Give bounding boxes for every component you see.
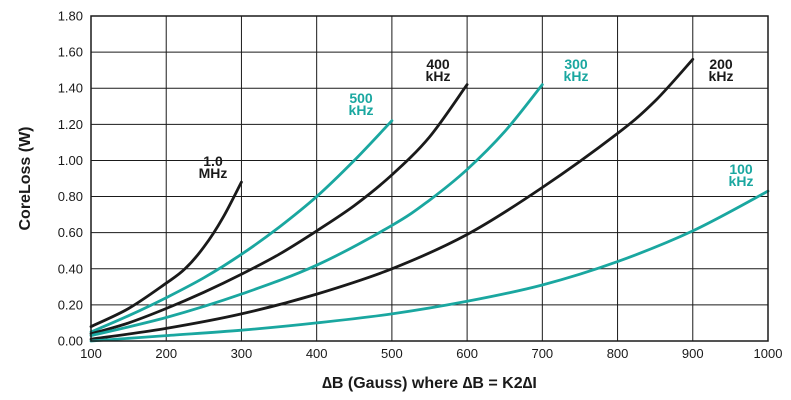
curve-label: kHz xyxy=(729,173,754,189)
curve-label: kHz xyxy=(349,102,374,118)
x-axis-title: ∆B (Gauss) where ∆B = K2∆I xyxy=(322,375,537,392)
y-tick-label: 0.60 xyxy=(58,225,83,240)
x-tick-label: 400 xyxy=(306,346,328,361)
x-tick-label: 300 xyxy=(231,346,253,361)
y-tick-label: 1.20 xyxy=(58,117,83,132)
y-tick-label: 0.00 xyxy=(58,334,83,349)
curve-100-khz xyxy=(89,189,770,343)
curve-500-khz xyxy=(89,119,394,334)
x-tick-label: 100 xyxy=(80,346,102,361)
curve-300-khz xyxy=(89,83,544,337)
y-tick-label: 1.40 xyxy=(58,81,83,96)
curve-label: kHz xyxy=(426,68,451,84)
x-tick-label: 500 xyxy=(381,346,403,361)
curve-label: 100 xyxy=(729,161,753,177)
x-tick-label: 900 xyxy=(682,346,704,361)
y-axis-ticks: 0.00 0.20 0.40 0.60 0.80 1.00 1.20 1.40 1.60 1.80 xyxy=(58,9,83,349)
curve-label: MHz xyxy=(199,165,228,181)
y-tick-label: 1.80 xyxy=(58,9,83,24)
curve-label: 300 xyxy=(564,56,588,72)
y-tick-label: 0.80 xyxy=(58,189,83,204)
curve-label: kHz xyxy=(709,68,734,84)
x-tick-label: 700 xyxy=(531,346,553,361)
curve-label: 1.0 xyxy=(203,153,223,169)
curve-1-0-mhz xyxy=(89,180,243,328)
curve-label: 400 xyxy=(426,56,450,72)
x-tick-label: 800 xyxy=(607,346,629,361)
x-tick-label: 200 xyxy=(155,346,177,361)
plot-frame xyxy=(90,15,769,342)
curves xyxy=(89,57,770,343)
y-tick-label: 0.20 xyxy=(58,297,83,312)
curve-400-khz xyxy=(89,83,469,336)
curve-label: 200 xyxy=(709,56,733,72)
curve-label: 500 xyxy=(349,90,373,106)
x-tick-label: 600 xyxy=(456,346,478,361)
y-tick-label: 0.40 xyxy=(58,261,83,276)
x-axis-ticks: 100 200 300 400 500 600 700 800 900 1000 xyxy=(80,346,782,361)
curve-label: kHz xyxy=(564,68,589,84)
y-tick-label: 1.60 xyxy=(58,45,83,60)
curve-200-khz xyxy=(89,57,695,341)
x-tick-label: 1000 xyxy=(754,346,783,361)
y-axis-title: CoreLoss (W) xyxy=(17,127,34,231)
y-tick-label: 1.00 xyxy=(58,153,83,168)
